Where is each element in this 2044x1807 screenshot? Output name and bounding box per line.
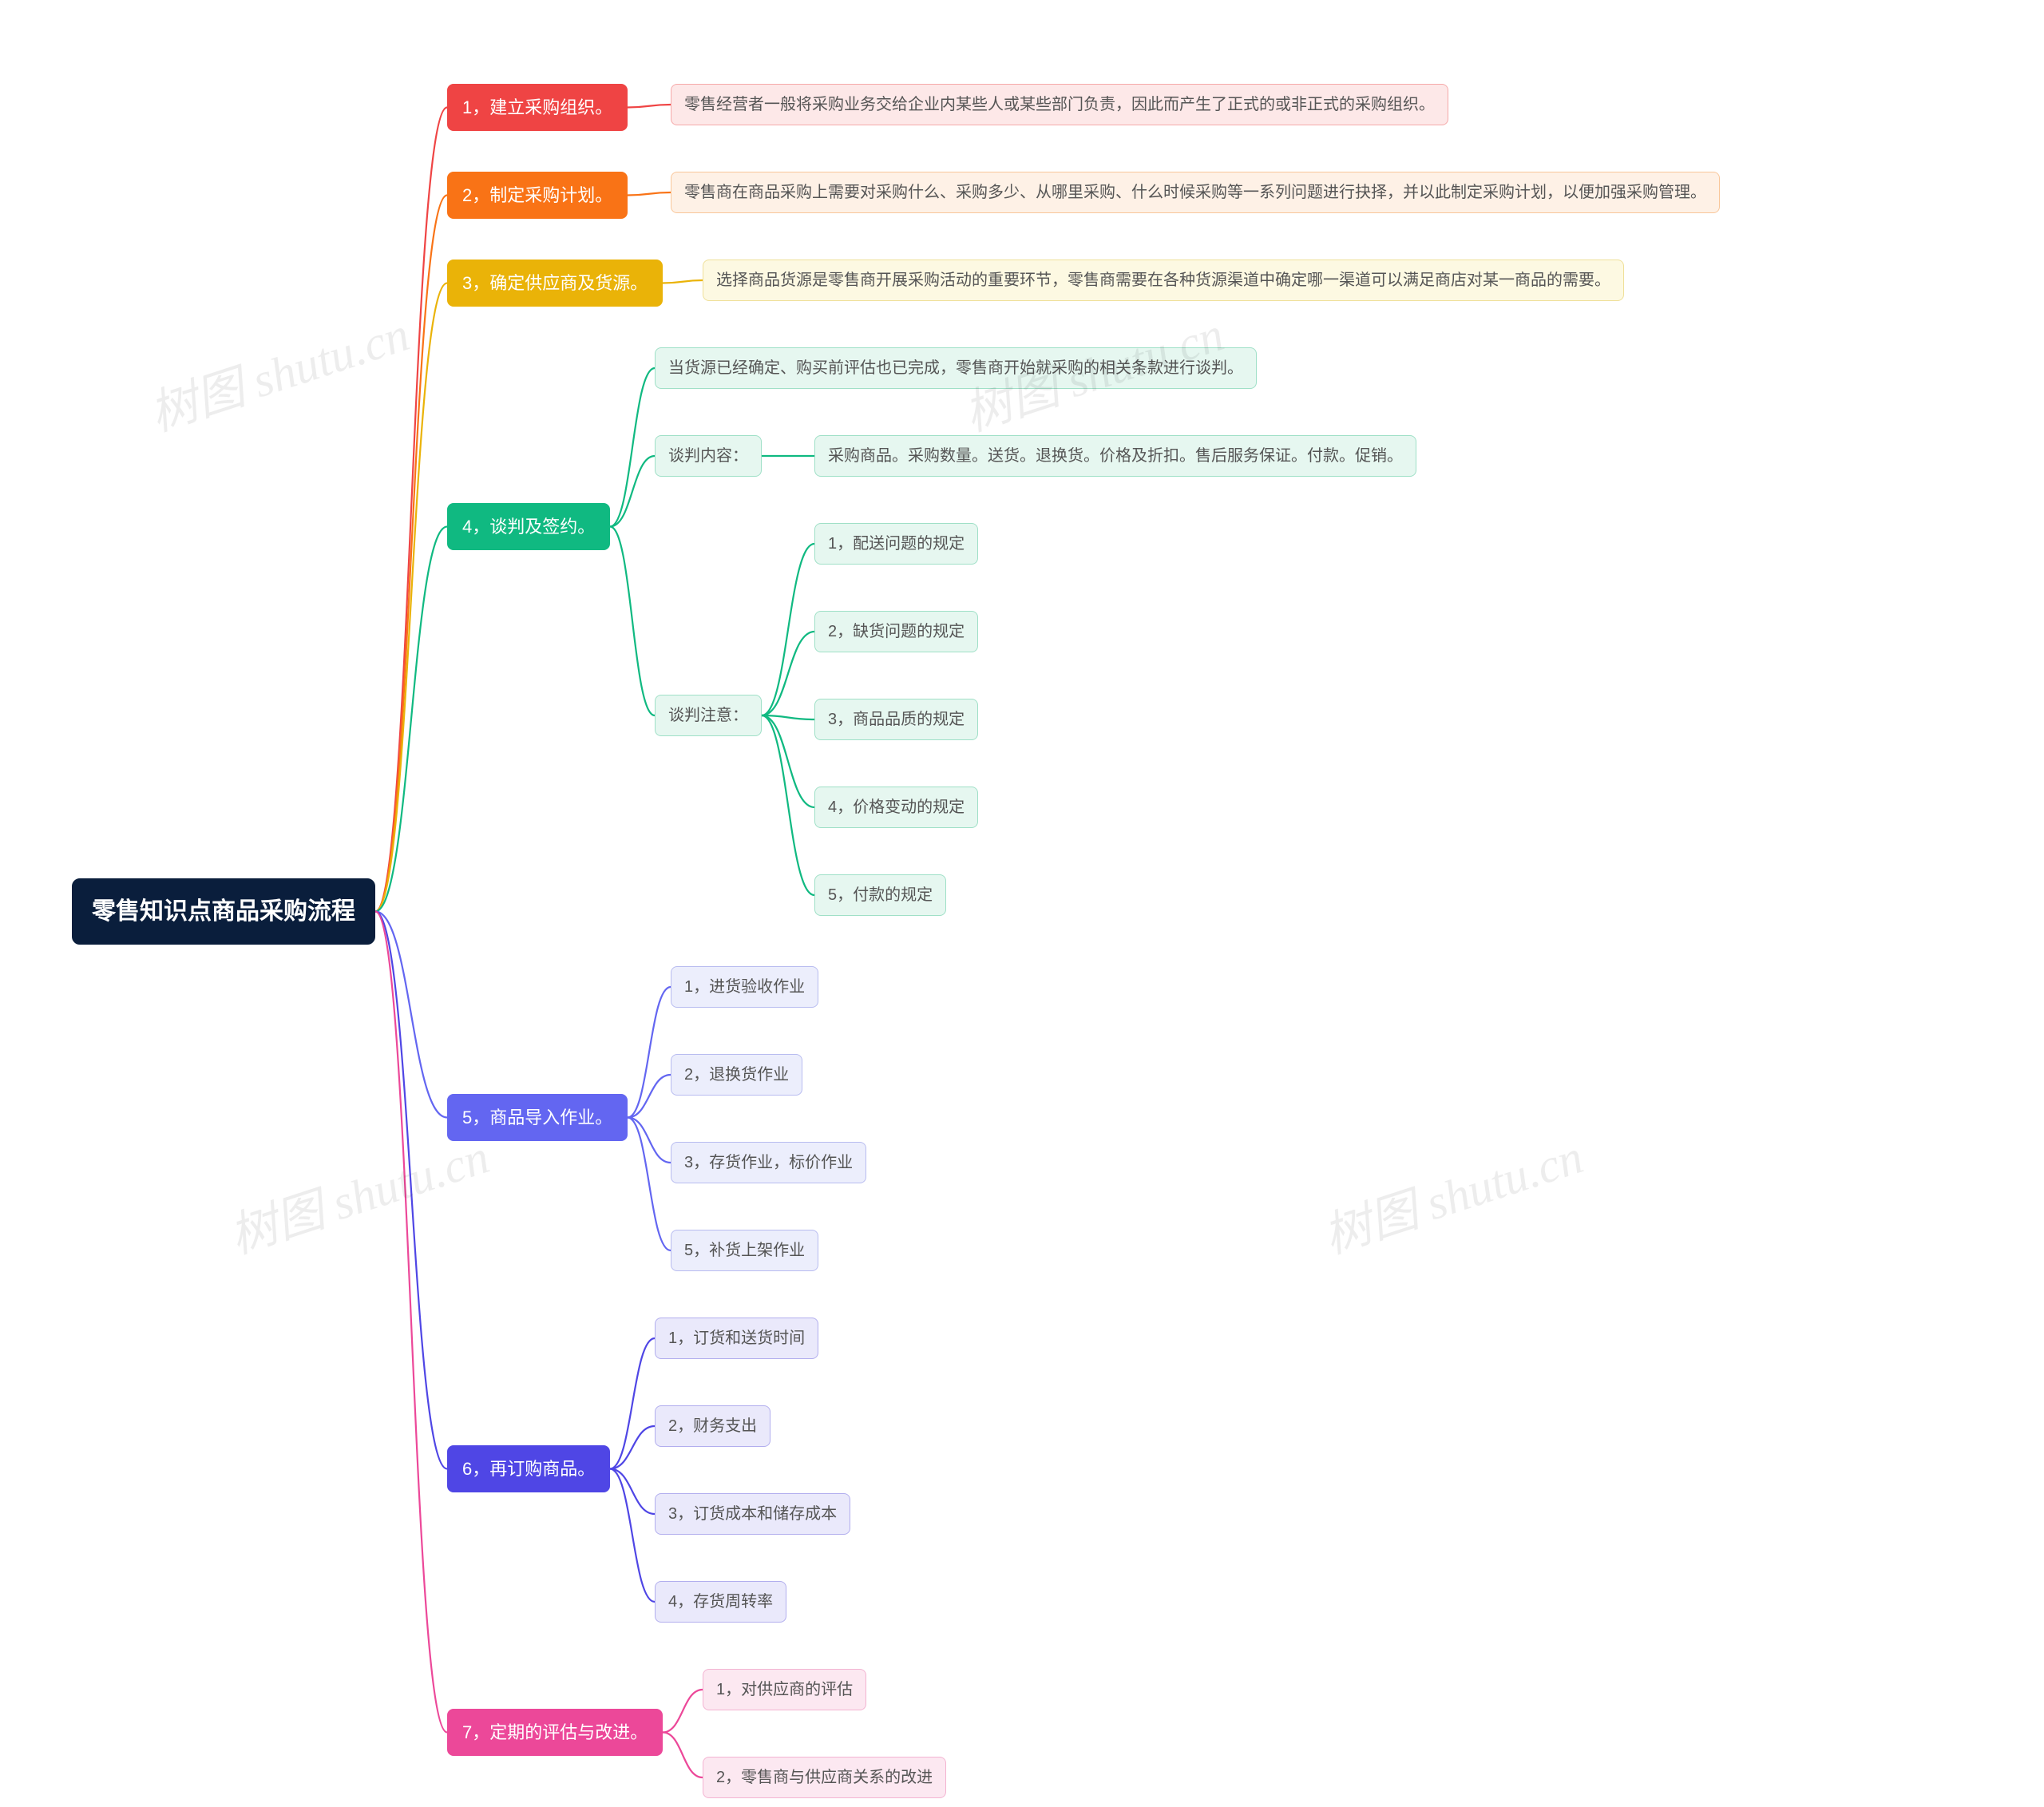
branch-node[interactable]: 1，建立采购组织。 bbox=[447, 84, 628, 131]
leaf-node[interactable]: 5，补货上架作业 bbox=[671, 1230, 818, 1271]
leaf-node[interactable]: 2，退换货作业 bbox=[671, 1054, 802, 1096]
leaf-node[interactable]: 当货源已经确定、购买前评估也已完成，零售商开始就采购的相关条款进行谈判。 bbox=[655, 347, 1257, 389]
leaf-node[interactable]: 3，存货作业，标价作业 bbox=[671, 1142, 866, 1183]
leaf-node[interactable]: 4，存货周转率 bbox=[655, 1581, 786, 1623]
leaf-node[interactable]: 1，进货验收作业 bbox=[671, 966, 818, 1008]
branch-node[interactable]: 3，确定供应商及货源。 bbox=[447, 260, 663, 307]
branch-node[interactable]: 谈判注意： bbox=[655, 695, 762, 736]
branch-node[interactable]: 4，谈判及签约。 bbox=[447, 503, 610, 550]
leaf-node[interactable]: 4，价格变动的规定 bbox=[814, 787, 978, 828]
leaf-node[interactable]: 1，订货和送货时间 bbox=[655, 1318, 818, 1359]
branch-node[interactable]: 谈判内容： bbox=[655, 435, 762, 477]
leaf-node[interactable]: 零售经营者一般将采购业务交给企业内某些人或某些部门负责，因此而产生了正式的或非正… bbox=[671, 84, 1448, 125]
branch-node[interactable]: 6，再订购商品。 bbox=[447, 1445, 610, 1492]
mindmap-canvas: 零售知识点商品采购流程 1，建立采购组织。 零售经营者一般将采购业务交给企业内某些人… bbox=[0, 0, 2044, 1807]
leaf-node[interactable]: 采购商品。采购数量。送货。退换货。价格及折扣。售后服务保证。付款。促销。 bbox=[814, 435, 1416, 477]
leaf-node[interactable]: 1，对供应商的评估 bbox=[703, 1669, 866, 1710]
leaf-node[interactable]: 2，财务支出 bbox=[655, 1405, 770, 1447]
leaf-node[interactable]: 5，付款的规定 bbox=[814, 874, 946, 916]
leaf-node[interactable]: 1，配送问题的规定 bbox=[814, 523, 978, 565]
leaf-node[interactable]: 2，零售商与供应商关系的改进 bbox=[703, 1757, 946, 1798]
root-node[interactable]: 零售知识点商品采购流程 bbox=[72, 878, 375, 945]
leaf-node[interactable]: 选择商品货源是零售商开展采购活动的重要环节，零售商需要在各种货源渠道中确定哪一渠… bbox=[703, 260, 1624, 301]
leaf-node[interactable]: 3，商品品质的规定 bbox=[814, 699, 978, 740]
branch-node[interactable]: 2，制定采购计划。 bbox=[447, 172, 628, 219]
leaf-node[interactable]: 2，缺货问题的规定 bbox=[814, 611, 978, 652]
branch-node[interactable]: 5，商品导入作业。 bbox=[447, 1094, 628, 1141]
leaf-node[interactable]: 3，订货成本和储存成本 bbox=[655, 1493, 850, 1535]
branch-node[interactable]: 7，定期的评估与改进。 bbox=[447, 1709, 663, 1756]
leaf-node[interactable]: 零售商在商品采购上需要对采购什么、采购多少、从哪里采购、什么时候采购等一系列问题… bbox=[671, 172, 1720, 213]
